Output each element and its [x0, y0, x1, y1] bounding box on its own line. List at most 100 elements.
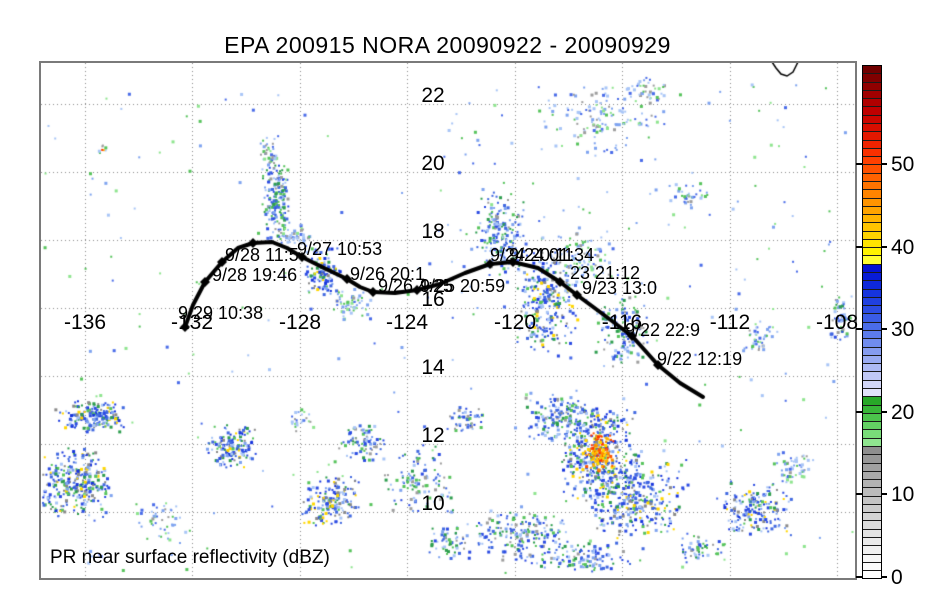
track-time-label: 9/26 4:25	[378, 276, 454, 296]
colorbar-tick-label: 40	[891, 235, 915, 259]
colorbar-segment	[863, 496, 881, 505]
colorbar-segment	[863, 446, 881, 456]
colorbar-segment	[863, 239, 881, 249]
colorbar-segment	[863, 157, 881, 166]
colorbar-segment	[863, 513, 881, 522]
lat-tick-label: 16	[421, 288, 445, 311]
colorbar-tick-right	[881, 493, 887, 496]
lat-tick-label: 22	[421, 84, 445, 107]
colorbar-segment	[863, 190, 881, 199]
colorbar-tick-label: 20	[891, 400, 915, 424]
track-time-label: 9/22 22:9	[625, 320, 701, 340]
track-time-label: 9/28 19:46	[212, 265, 298, 285]
track-time-label: 9/27 10:53	[297, 239, 383, 259]
colorbar-segment	[863, 562, 881, 572]
colorbar-segment	[863, 488, 881, 497]
colorbar-segment	[863, 430, 881, 439]
lat-tick-label: 18	[421, 220, 445, 243]
colorbar-segment	[863, 364, 881, 373]
colorbar-tick-left	[856, 163, 862, 166]
colorbar-segment	[863, 264, 881, 274]
colorbar-segment	[863, 554, 881, 563]
reflectivity-map-canvas	[41, 63, 855, 578]
lon-tick-label: -120	[493, 311, 537, 334]
track-time-label: 9/25 20:59	[420, 276, 506, 296]
colorbar-segment	[863, 99, 881, 108]
colorbar-variable-label: PR near surface reflectivity (dBZ)	[50, 547, 330, 568]
colorbar-tick-left	[856, 328, 862, 331]
colorbar-segment	[863, 314, 881, 323]
colorbar-segment	[863, 206, 881, 216]
colorbar-tick-right	[881, 410, 887, 413]
colorbar-segment	[863, 463, 881, 472]
lon-tick-label: -116	[601, 311, 643, 334]
colorbar-tick-label: 50	[891, 153, 915, 177]
colorbar-segment	[863, 165, 881, 174]
lon-tick-label: -108	[815, 311, 859, 334]
colorbar-segment	[863, 198, 881, 207]
colorbar-tick-left	[856, 493, 862, 496]
colorbar-tick-label: 10	[891, 483, 915, 507]
lon-tick-label: -128	[278, 311, 322, 334]
colorbar-segment	[863, 248, 881, 257]
colorbar-segment	[863, 405, 881, 414]
colorbar-segment	[863, 347, 881, 356]
lon-tick-label: -136	[63, 311, 107, 334]
colorbar-segment	[863, 422, 881, 431]
colorbar-segment	[863, 74, 881, 83]
colorbar-tick-left	[856, 245, 862, 248]
colorbar-segment	[863, 529, 881, 539]
colorbar-segment	[863, 256, 881, 265]
colorbar-segment	[863, 455, 881, 464]
colorbar-segment	[863, 322, 881, 331]
colorbar-segment	[863, 546, 881, 555]
lat-tick-label: 14	[421, 356, 445, 379]
track-time-label: 9/29 10:38	[178, 303, 264, 323]
colorbar-segment	[863, 571, 881, 579]
colorbar-segment	[863, 90, 881, 100]
colorbar-segment	[863, 355, 881, 365]
colorbar-segment	[863, 132, 881, 141]
colorbar-segment	[863, 471, 881, 481]
track-time-label: 9/26 20:1	[350, 264, 426, 284]
colorbar-segment	[863, 231, 881, 240]
colorbar-segment	[863, 339, 881, 348]
lon-tick-label: -112	[709, 311, 751, 334]
track-time-label: 23 21:12	[570, 263, 641, 283]
colorbar-segment	[863, 223, 881, 232]
plot-title: EPA 200915 NORA 20090922 - 20090929	[224, 32, 671, 58]
colorbar-segment	[863, 181, 881, 191]
colorbar-segment	[863, 480, 881, 489]
track-time-label: 9/24 20:11	[490, 245, 574, 265]
colorbar-segment	[863, 297, 881, 307]
colorbar-segment	[863, 115, 881, 124]
lon-tick-label: -132	[170, 311, 214, 334]
track-time-label: 9/28 11:5	[225, 245, 299, 265]
colorbar-tick-left	[856, 410, 862, 413]
colorbar-segment	[863, 538, 881, 547]
colorbar-segment	[863, 140, 881, 149]
colorbar-segment	[863, 289, 881, 298]
colorbar-segment	[863, 215, 881, 224]
colorbar-segment	[863, 173, 881, 182]
colorbar-tick-right	[881, 245, 887, 248]
colorbar-tick-label: 30	[891, 318, 915, 342]
colorbar-segment	[863, 388, 881, 398]
colorbar-segment	[863, 273, 881, 282]
colorbar-segment	[863, 281, 881, 290]
colorbar-segment	[863, 331, 881, 340]
colorbar-segment	[863, 107, 881, 116]
lat-tick-label: 12	[421, 424, 445, 447]
track-time-label: 9/22 12:19	[657, 349, 743, 369]
colorbar-segment	[863, 66, 881, 75]
colorbar-segment	[863, 438, 881, 447]
lat-tick-label: 10	[421, 492, 445, 515]
lat-tick-label: 20	[421, 152, 445, 175]
colorbar-tick-right	[881, 163, 887, 166]
colorbar-segment	[863, 521, 881, 530]
track-time-label: 9/23 13:0	[582, 278, 658, 298]
colorbar-segment	[863, 413, 881, 423]
colorbar-segment	[863, 397, 881, 406]
colorbar-segment	[863, 504, 881, 514]
colorbar-segment	[863, 148, 881, 158]
